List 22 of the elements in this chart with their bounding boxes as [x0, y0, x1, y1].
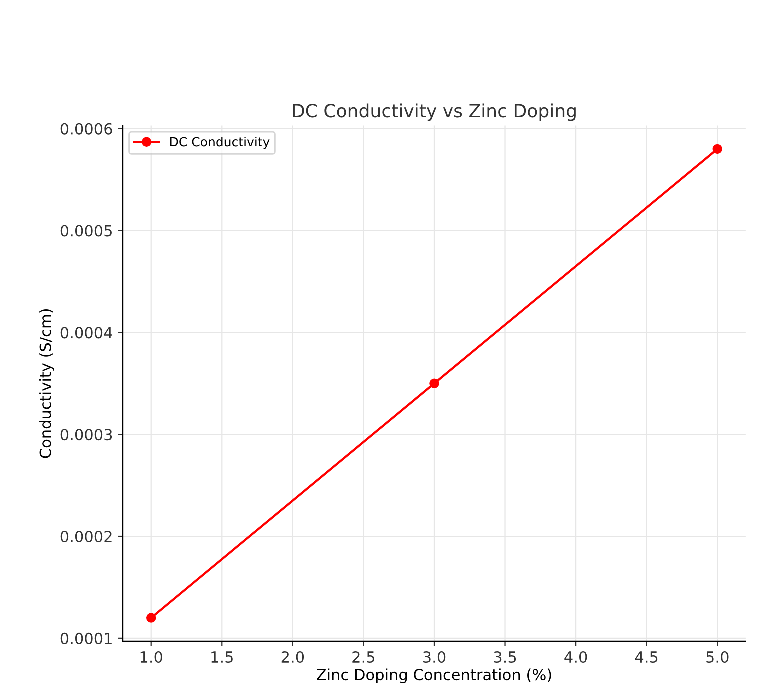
point	[430, 378, 440, 388]
point	[712, 144, 722, 154]
y-axis-title: Conductivity (S/cm)	[40, 309, 54, 458]
x-axis-title: Zinc Doping Concentration (%)	[317, 668, 552, 684]
x-tick-label: 3.5	[494, 651, 516, 664]
x-tick-label: 1.5	[212, 652, 233, 664]
legend-label: DC Conductivity	[170, 137, 270, 150]
x-tick-label: 4.5	[635, 652, 658, 664]
x-tick-label: 2.0	[282, 651, 304, 664]
y-tick-label: 0.0001	[60, 632, 112, 644]
x-tick-label: 1.0	[140, 651, 162, 664]
y-tick-label: 0.0005	[60, 225, 112, 237]
x-tick-label: 4.0	[564, 651, 588, 664]
y-tick-label: 0.0002	[60, 530, 112, 543]
y-tick-label: 0.0004	[60, 327, 112, 339]
x-tick-label: 2.5	[352, 651, 375, 664]
y-tick-label: 0.0003	[60, 429, 112, 441]
y-tick-label: 0.0006	[60, 123, 112, 135]
point	[146, 613, 156, 623]
x-tick-label: 3.0	[424, 651, 446, 664]
chart-title: DC Conductivity vs Zinc Doping	[293, 104, 576, 122]
x-tick-label: 5.0	[706, 651, 729, 664]
